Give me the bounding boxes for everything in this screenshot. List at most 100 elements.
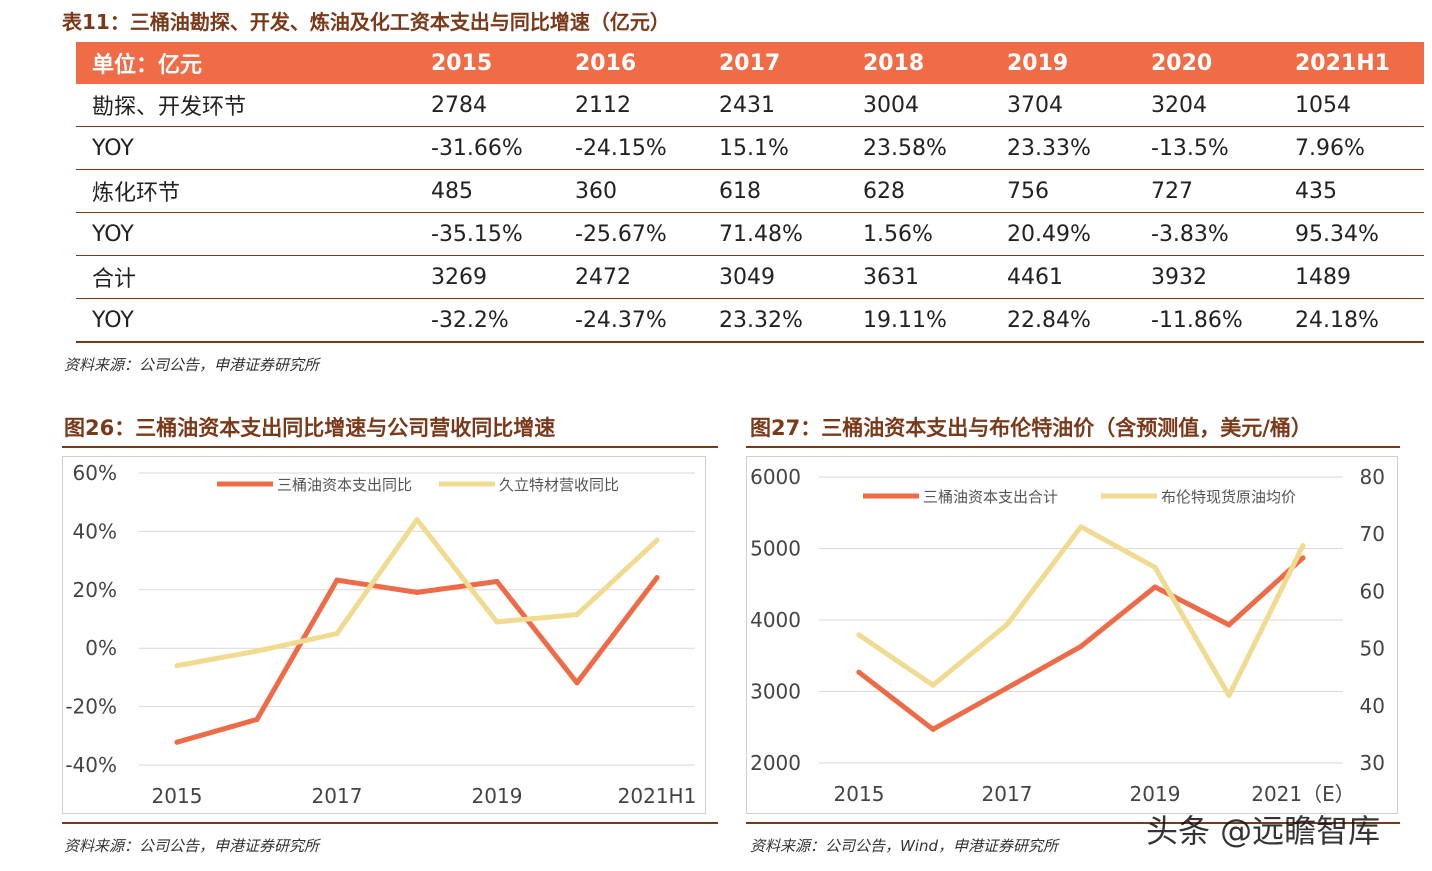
table-cell: 4461 <box>991 255 1135 299</box>
table-cell: -13.5% <box>1135 126 1279 170</box>
data-point <box>1078 524 1084 530</box>
header-2016: 2016 <box>575 50 637 76</box>
header-2021h1: 2021H1 <box>1295 50 1390 76</box>
series-line <box>176 576 659 745</box>
chart26-title-rule <box>62 446 718 448</box>
capex-table: 单位：亿元 2015 2016 2017 2018 2019 2020 2021… <box>76 42 1424 343</box>
chart26-source-note: 资料来源：公司公告，申港证券研究所 <box>64 837 320 855</box>
table-cell: 1489 <box>1279 255 1424 299</box>
table-cell: -25.67% <box>559 212 703 256</box>
table-cell: 1054 <box>1279 84 1424 127</box>
row-label: YOY <box>76 298 415 343</box>
data-point <box>414 517 420 523</box>
data-point <box>414 589 420 595</box>
table-cell: 360 <box>559 169 703 213</box>
chart27-bottom-rule <box>746 822 1400 824</box>
data-point <box>930 726 936 732</box>
chart26-bottom-rule <box>62 822 718 824</box>
data-point <box>1226 622 1232 628</box>
chart26-frame: 60% 40% 20% 0% -20% -40% 2015 2017 2019 2021H1 三桶油… <box>62 456 706 814</box>
data-point <box>1226 692 1232 699</box>
table-row: YOY -35.15% -25.67% 71.48% 1.56% 20.49% -3.83%… <box>76 212 1424 256</box>
chart27-plot: 6000 5000 4000 3000 2000 80 70 60 50 40 30 2015 2017… <box>750 465 1385 806</box>
legend-label: 三桶油资本支出合计 <box>923 488 1058 506</box>
x-tick-label: 2015 <box>152 784 203 808</box>
table-cell: 19.11% <box>847 298 991 343</box>
table-cell: 3049 <box>703 255 847 299</box>
legend-label: 布伦特现货原油均价 <box>1161 488 1296 506</box>
table-cell: 2472 <box>559 255 703 299</box>
y-tick-label: -20% <box>65 695 117 719</box>
data-point <box>1152 564 1158 570</box>
data-point <box>494 619 500 625</box>
data-point <box>856 632 862 638</box>
data-point <box>174 663 180 669</box>
data-point <box>174 739 180 745</box>
table-cell: 22.84% <box>991 298 1135 343</box>
table-row: 炼化环节 485 360 618 628 756 727 435 <box>76 169 1424 213</box>
row-label: 勘探、开发环节 <box>76 84 415 127</box>
table-row: 勘探、开发环节 2784 2112 2431 3004 3704 3204 1054 <box>76 84 1424 127</box>
data-point <box>254 648 260 654</box>
y-tick-label: 0% <box>85 636 117 660</box>
table-cell: 2431 <box>703 84 847 127</box>
data-point <box>1152 584 1158 590</box>
data-point <box>334 631 340 637</box>
table-cell: -35.15% <box>415 212 559 256</box>
table-cell: 727 <box>1135 169 1279 213</box>
table-cell: -24.15% <box>559 126 703 170</box>
chart27-title: 图27：三桶油资本支出与布伦特油价（含预测值，美元/桶） <box>750 416 1312 440</box>
x-tick-label: 2019 <box>472 784 523 808</box>
chart26-plot: 60% 40% 20% 0% -20% -40% 2015 2017 2019 2021H1 三桶油… <box>65 461 697 808</box>
table-row: YOY -31.66% -24.15% 15.1% 23.58% 23.33% -13.5%… <box>76 126 1424 170</box>
table-cell: 23.32% <box>703 298 847 343</box>
y-tick-label: 2000 <box>750 751 801 775</box>
data-point <box>1078 643 1084 649</box>
table-cell: 95.34% <box>1279 212 1424 256</box>
row-label: 合计 <box>76 255 415 299</box>
legend-label: 三桶油资本支出同比 <box>277 476 412 494</box>
data-point <box>1004 685 1010 691</box>
y-right-tick-label: 30 <box>1360 751 1385 775</box>
y-tick-label: 6000 <box>750 465 801 489</box>
table-cell: 20.49% <box>991 212 1135 256</box>
y-tick-label: 4000 <box>750 608 801 632</box>
table-cell: 23.58% <box>847 126 991 170</box>
legend-label: 久立特材营收同比 <box>499 476 619 494</box>
x-tick-label: 2017 <box>312 784 363 808</box>
y-right-tick-label: 80 <box>1360 465 1385 489</box>
row-label: 炼化环节 <box>76 169 415 213</box>
header-2019: 2019 <box>1007 50 1069 76</box>
series-line <box>857 524 1306 698</box>
y-tick-label: 40% <box>73 519 117 543</box>
table-cell: 3004 <box>847 84 991 127</box>
table-header-row: 单位：亿元 2015 2016 2017 2018 2019 2020 2021… <box>76 42 1424 84</box>
table-cell: 756 <box>991 169 1135 213</box>
table-cell: -31.66% <box>415 126 559 170</box>
table-cell: 24.18% <box>1279 298 1424 343</box>
data-point <box>494 578 500 585</box>
table-cell: 3932 <box>1135 255 1279 299</box>
y-right-tick-label: 60 <box>1360 579 1385 603</box>
table-cell: 7.96% <box>1279 126 1424 170</box>
header-2015: 2015 <box>431 50 493 76</box>
table-cell: 1.56% <box>847 212 991 256</box>
table-cell: 3704 <box>991 84 1135 127</box>
row-label: YOY <box>76 212 415 256</box>
table-cell: 435 <box>1279 169 1424 213</box>
table-cell: -24.37% <box>559 298 703 343</box>
x-tick-label: 2021H1 <box>618 784 697 808</box>
table-cell: 628 <box>847 169 991 213</box>
y-tick-label: 60% <box>73 461 117 485</box>
data-point <box>654 574 660 581</box>
table-cell: 3269 <box>415 255 559 299</box>
y-tick-label: 3000 <box>750 680 801 704</box>
table-row: 合计 3269 2472 3049 3631 4461 3932 1489 <box>76 255 1424 299</box>
chart27-frame: 6000 5000 4000 3000 2000 80 70 60 50 40 30 2015 2017… <box>746 456 1398 814</box>
data-point <box>856 669 862 675</box>
y-tick-label: -40% <box>65 753 117 777</box>
y-right-tick-label: 70 <box>1360 522 1385 546</box>
table-cell: -32.2% <box>415 298 559 343</box>
y-right-tick-label: 50 <box>1360 637 1385 661</box>
y-tick-label: 5000 <box>750 537 801 561</box>
